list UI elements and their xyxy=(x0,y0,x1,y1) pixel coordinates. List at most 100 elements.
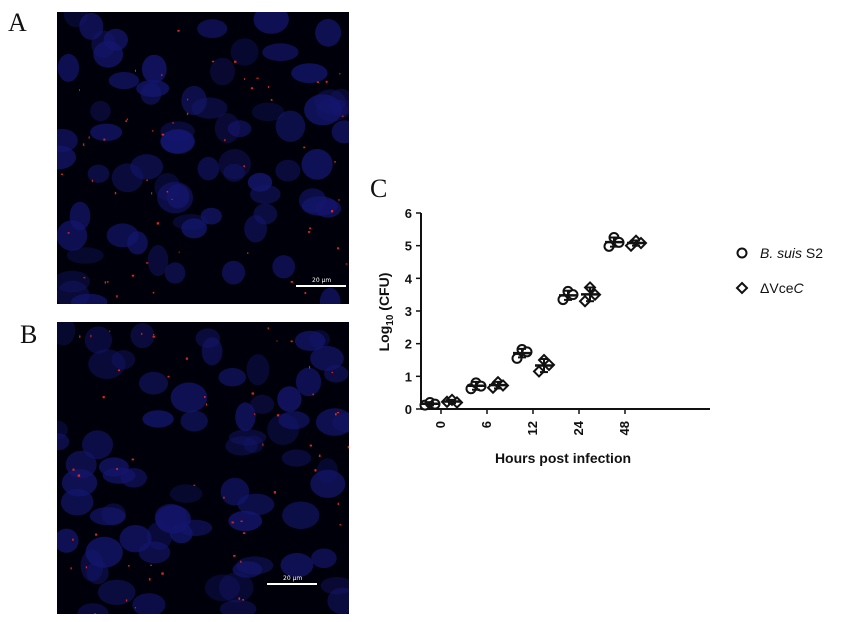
micrograph-a: 20 μm xyxy=(57,12,349,304)
nucleus-blob xyxy=(180,410,208,432)
bacteria-dot xyxy=(94,613,96,614)
bacteria-dot xyxy=(151,192,153,195)
x-tick-label: 6 xyxy=(479,421,494,428)
legend-label: ΔVceC xyxy=(760,280,804,296)
nucleus-blob xyxy=(160,129,195,154)
bacteria-dot xyxy=(185,357,188,360)
panel-b-letter: B xyxy=(20,320,38,349)
bacteria-dot xyxy=(276,414,280,417)
bacteria-dot xyxy=(161,74,163,76)
nucleus-blob xyxy=(243,435,264,454)
nucleus-blob xyxy=(221,260,246,285)
bacteria-dot xyxy=(267,86,270,88)
bacteria-dot xyxy=(335,413,337,416)
bacteria-dot xyxy=(85,566,88,569)
nucleus-blob xyxy=(262,43,299,62)
bacteria-dot xyxy=(116,295,118,298)
nucleus-blob xyxy=(191,97,228,119)
bacteria-dot xyxy=(156,222,160,225)
nucleus-blob xyxy=(84,326,113,354)
bacteria-dot xyxy=(318,454,321,457)
bacteria-dot xyxy=(211,60,215,63)
panel-a-letter: A xyxy=(8,8,27,37)
nucleus-blob xyxy=(87,164,110,183)
bacteria-dot xyxy=(309,444,312,447)
scale-bar-b-label: 20 μm xyxy=(283,575,303,582)
bacteria-dot xyxy=(152,291,155,294)
bacteria-dot xyxy=(345,263,348,265)
bacteria-dot xyxy=(70,567,72,570)
nucleus-blob xyxy=(329,99,349,118)
bacteria-dot xyxy=(161,572,164,575)
bacteria-dot xyxy=(90,334,92,338)
bacteria-dot xyxy=(153,334,155,336)
bacteria-dot xyxy=(316,81,319,83)
nucleus-blob xyxy=(57,420,68,440)
data-point xyxy=(532,365,546,378)
scale-bar-a-label: 20 μm xyxy=(312,277,332,284)
nucleus-blob xyxy=(236,556,274,575)
bacteria-dot xyxy=(267,327,269,330)
nucleus-blob xyxy=(315,18,342,47)
y-tick-label: 4 xyxy=(405,271,413,286)
bacteria-dot xyxy=(234,60,237,63)
bacteria-dot xyxy=(331,371,333,373)
nucleus-blob xyxy=(204,574,241,602)
nucleus-blob xyxy=(250,394,275,414)
bacteria-dot xyxy=(339,73,341,75)
y-axis-label-sub: 10 xyxy=(385,314,396,326)
nucleus-blob xyxy=(294,330,326,351)
nucleus-blob xyxy=(69,201,91,231)
y-axis-label: Log10 (CFU) xyxy=(376,273,396,352)
bacteria-dot xyxy=(171,198,173,200)
nucleus-blob xyxy=(57,433,70,451)
legend-label-italic: C xyxy=(793,280,804,296)
nucleus-blob xyxy=(181,218,207,239)
bacteria-dot xyxy=(77,474,81,477)
nucleus-blob xyxy=(267,413,299,446)
panel-c-letter: C xyxy=(370,174,388,203)
nucleus-blob xyxy=(200,207,222,225)
nucleus-blob xyxy=(85,536,123,568)
bacteria-dot xyxy=(308,231,311,233)
y-tick-label: 0 xyxy=(405,402,412,417)
y-tick-label: 3 xyxy=(405,304,412,319)
bacteria-dot xyxy=(290,340,293,343)
y-axis-label-base: Log xyxy=(376,326,392,352)
micrograph-a-image xyxy=(57,12,349,304)
bacteria-dot xyxy=(336,412,340,414)
nucleus-blob xyxy=(130,154,164,180)
nucleus-blob xyxy=(320,577,349,595)
nucleus-blob xyxy=(79,12,104,40)
nucleus-blob xyxy=(311,548,337,569)
bacteria-dot xyxy=(103,138,106,141)
bacteria-dot xyxy=(193,484,196,486)
bacteria-dot xyxy=(242,599,244,601)
bacteria-dot xyxy=(331,210,334,213)
bacteria-dot xyxy=(79,335,81,338)
bacteria-dot xyxy=(152,335,155,338)
bacteria-dot xyxy=(161,133,165,136)
bacteria-dot xyxy=(223,496,225,499)
nucleus-blob xyxy=(250,184,281,204)
nucleus-blob xyxy=(298,188,327,213)
nucleus-blob xyxy=(227,120,252,138)
bacteria-dot xyxy=(141,332,143,335)
bacteria-dot xyxy=(150,564,152,566)
bacteria-dot xyxy=(125,120,127,123)
bacteria-dot xyxy=(102,396,105,399)
legend-marker xyxy=(735,281,749,295)
bacteria-dot xyxy=(67,232,70,234)
nucleus-blob xyxy=(141,54,167,84)
bacteria-dot xyxy=(128,565,130,567)
nucleus-blob xyxy=(275,159,301,182)
nucleus-blob xyxy=(201,337,223,366)
legend-label-plain: ΔVce xyxy=(760,280,794,296)
nucleus-blob xyxy=(328,88,349,116)
bacteria-dot xyxy=(251,392,255,395)
nucleus-blob xyxy=(90,100,111,122)
nucleus-blob xyxy=(195,328,221,348)
nucleus-blob xyxy=(89,507,126,526)
bacteria-dot xyxy=(146,262,149,264)
bacteria-dot xyxy=(338,199,340,201)
